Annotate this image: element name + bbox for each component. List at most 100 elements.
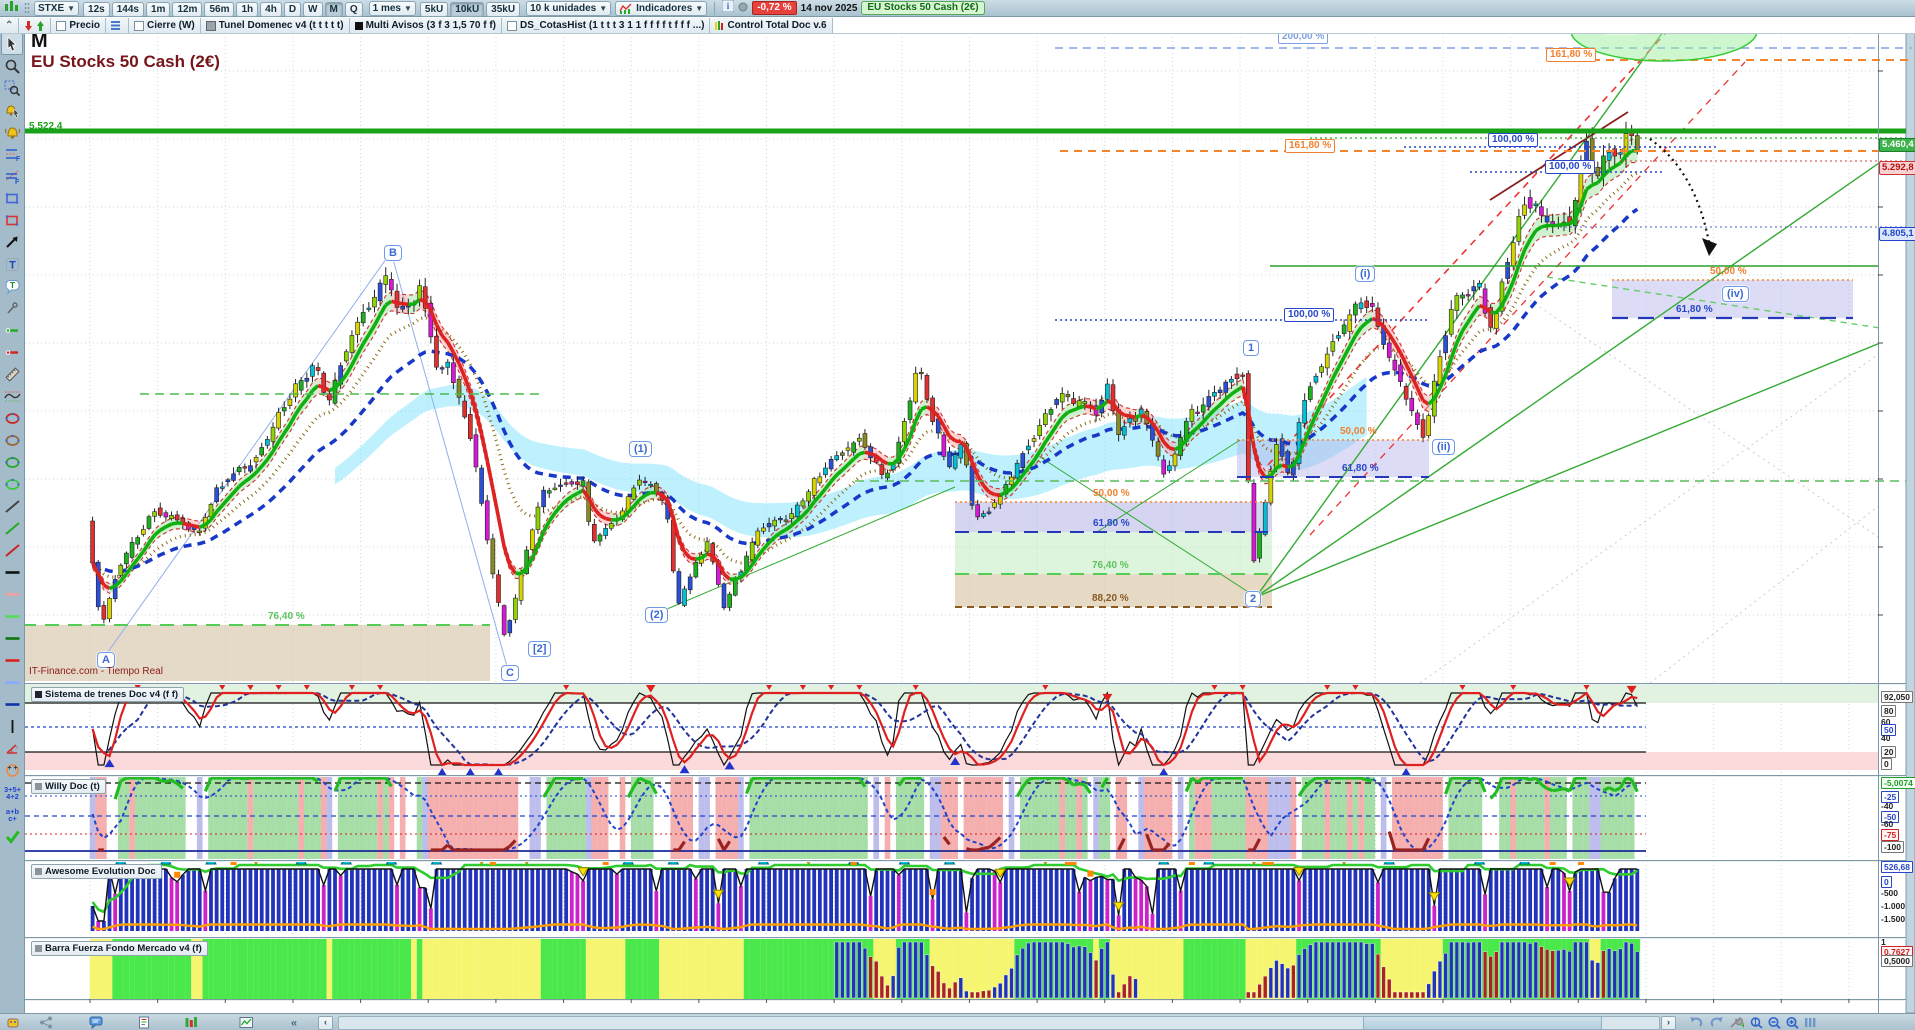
units-select[interactable]: 10 k unidades ▼	[526, 0, 612, 16]
lightblue-hline-tool[interactable]	[1, 671, 23, 693]
red-level-tool[interactable]	[1, 341, 23, 363]
timeframe-button-1h[interactable]: 1h	[236, 2, 259, 18]
angle-tool[interactable]: °	[1, 737, 23, 759]
order-arrows[interactable]	[19, 18, 52, 33]
main-toolbar: STXE ▼ 12s 144s 1m 12m 56m 1h 4h D W M Q 1 mes ▼ 5kU…	[0, 0, 1915, 18]
brown-ellipse-tool[interactable]	[1, 429, 23, 451]
indicator-item-0[interactable]: Precio	[51, 18, 106, 33]
zoom-area-tool[interactable]	[1, 77, 23, 99]
zoom-in-icon[interactable]	[1784, 1015, 1800, 1029]
palette-icon[interactable]	[5, 1015, 21, 1029]
cursor-tool[interactable]	[1, 33, 23, 55]
timeframe-button-12s[interactable]: 12s	[83, 2, 110, 18]
timeframe-button-M[interactable]: M	[324, 2, 343, 18]
indicator-item-1[interactable]	[105, 18, 129, 33]
volume-button-35kU[interactable]: 35kU	[486, 2, 521, 18]
channel-wave-tool[interactable]	[1, 385, 23, 407]
darkgreen-hline-tool[interactable]	[1, 627, 23, 649]
confirm-tool[interactable]	[1, 825, 23, 847]
volume-button-5kU[interactable]: 5kU	[419, 2, 449, 18]
chart-settings-icon[interactable]: +	[1728, 1015, 1744, 1029]
svg-text:°: °	[16, 747, 19, 753]
indicator-item-5[interactable]: DS_CotasHist (1 t t t 3 1 1 f f f f t f …	[502, 18, 711, 33]
pivot-circle-tool[interactable]: + +	[1, 759, 23, 781]
pink-hline-tool[interactable]	[1, 583, 23, 605]
levels-icon[interactable]	[183, 1015, 199, 1029]
navy-hline-tool[interactable]	[1, 693, 23, 715]
timeframe-button-D[interactable]: D	[283, 2, 302, 18]
toolbar-grip[interactable]	[24, 2, 30, 14]
zoom-window-icon[interactable]	[1748, 1015, 1764, 1029]
status-dot-icon	[738, 0, 748, 17]
collapse-button[interactable]: ⌃	[0, 18, 20, 33]
date-label: 14 nov 2025	[800, 2, 858, 14]
volume-buttons: 5kU 10kU 35kU	[419, 0, 522, 18]
blue-rect-tool[interactable]	[1, 187, 23, 209]
snapshot-icon[interactable]	[238, 1015, 254, 1029]
red-rect-tool[interactable]	[1, 209, 23, 231]
svg-text:4+2: 4+2	[6, 792, 19, 801]
red-line-tool[interactable]	[1, 539, 23, 561]
scroll-left-button[interactable]: ‹	[318, 1016, 333, 1030]
comment-icon[interactable]	[88, 1015, 104, 1029]
timeframe-button-12m[interactable]: 12m	[172, 2, 203, 18]
svg-text:F: F	[16, 156, 21, 163]
timeframe-button-Q[interactable]: Q	[344, 2, 363, 18]
fibonacci-tool[interactable]: F	[1, 143, 23, 165]
columns-icon[interactable]	[1802, 1015, 1818, 1029]
trend-arrow-tool[interactable]	[1, 231, 23, 253]
ruler-tool[interactable]	[1, 363, 23, 385]
alert-pointer-tool[interactable]	[1, 99, 23, 121]
green-ellipse-tool[interactable]	[1, 451, 23, 473]
svg-text:«: «	[290, 1017, 296, 1029]
undo-icon[interactable]	[1688, 1015, 1704, 1029]
letters-tool[interactable]: a+b c+	[1, 803, 23, 825]
indicator-item-2[interactable]: Cierre (W)	[128, 18, 201, 33]
sell-arrow-icon	[25, 20, 33, 31]
timeframe-button-1m[interactable]: 1m	[145, 2, 171, 18]
volume-button-10kU[interactable]: 10kU	[450, 2, 485, 18]
scroll-right-button[interactable]: ›	[1661, 1016, 1676, 1030]
timeframe-button-144s[interactable]: 144s	[111, 2, 144, 18]
chevron-down-icon: ▼	[695, 3, 704, 13]
red-hline-tool[interactable]	[1, 649, 23, 671]
double-chevron-left-icon[interactable]: «	[286, 1015, 302, 1029]
text-tool[interactable]: T	[1, 253, 23, 275]
symbol-select[interactable]: STXE ▼	[34, 0, 80, 16]
green-level-tool[interactable]	[1, 319, 23, 341]
indicator-item-6[interactable]: Control Total Doc v.6	[710, 18, 833, 33]
dark-line-tool[interactable]	[1, 495, 23, 517]
timeframe-button-4h[interactable]: 4h	[260, 2, 282, 18]
timeframe-button-56m[interactable]: 56m	[204, 2, 235, 18]
callout-tool[interactable]: T	[1, 275, 23, 297]
info-icon[interactable]: i	[721, 0, 735, 17]
buy-arrow-icon	[37, 20, 45, 31]
indicator-item-4[interactable]: Multi Avisos (3 f 3 1,5 70 f f)	[349, 18, 502, 33]
zoom-out-icon[interactable]	[1766, 1015, 1782, 1029]
svg-text:a+b: a+b	[5, 807, 19, 816]
scrollbar-thumb[interactable]	[1363, 1016, 1602, 1030]
green-line-tool[interactable]	[1, 517, 23, 539]
indicators-button[interactable]: Indicadores ▼	[615, 0, 708, 16]
green-ellipse2-tool[interactable]	[1, 473, 23, 495]
zoom-tool[interactable]	[1, 55, 23, 77]
change-badge: -0,72 %	[752, 1, 797, 15]
indicator-item-3[interactable]: Tunel Domenec v4 (t t t t t)	[200, 18, 350, 33]
period-select[interactable]: 1 mes ▼	[368, 0, 416, 16]
indicator-bar: ⌃ Precio Cierre (W) Tunel Domenec v4 (t t …	[0, 18, 1915, 34]
vline-tool[interactable]	[1, 715, 23, 737]
pin-tool[interactable]	[1, 297, 23, 319]
numbers-tool[interactable]: 3+5+ 4+2	[1, 781, 23, 803]
svg-text:T: T	[9, 259, 16, 271]
instrument-badge[interactable]: EU Stocks 50 Cash (2€)	[861, 1, 985, 15]
report-icon[interactable]	[136, 1015, 152, 1029]
timeframe-button-W[interactable]: W	[303, 2, 323, 18]
share-icon[interactable]	[38, 1015, 54, 1029]
red-ellipse-tool[interactable]	[1, 407, 23, 429]
lightgreen-hline-tool[interactable]	[1, 605, 23, 627]
alert-tool[interactable]	[1, 121, 23, 143]
fibonacci-fan-tool[interactable]: F	[1, 165, 23, 187]
black-hline-tool[interactable]	[1, 561, 23, 583]
redo-icon[interactable]	[1708, 1015, 1724, 1029]
